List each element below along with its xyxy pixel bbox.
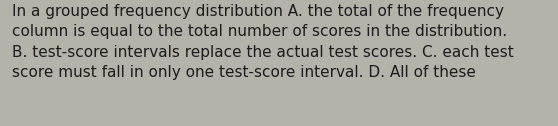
- Text: In a grouped frequency distribution A. the total of the frequency
column is equa: In a grouped frequency distribution A. t…: [12, 4, 514, 80]
